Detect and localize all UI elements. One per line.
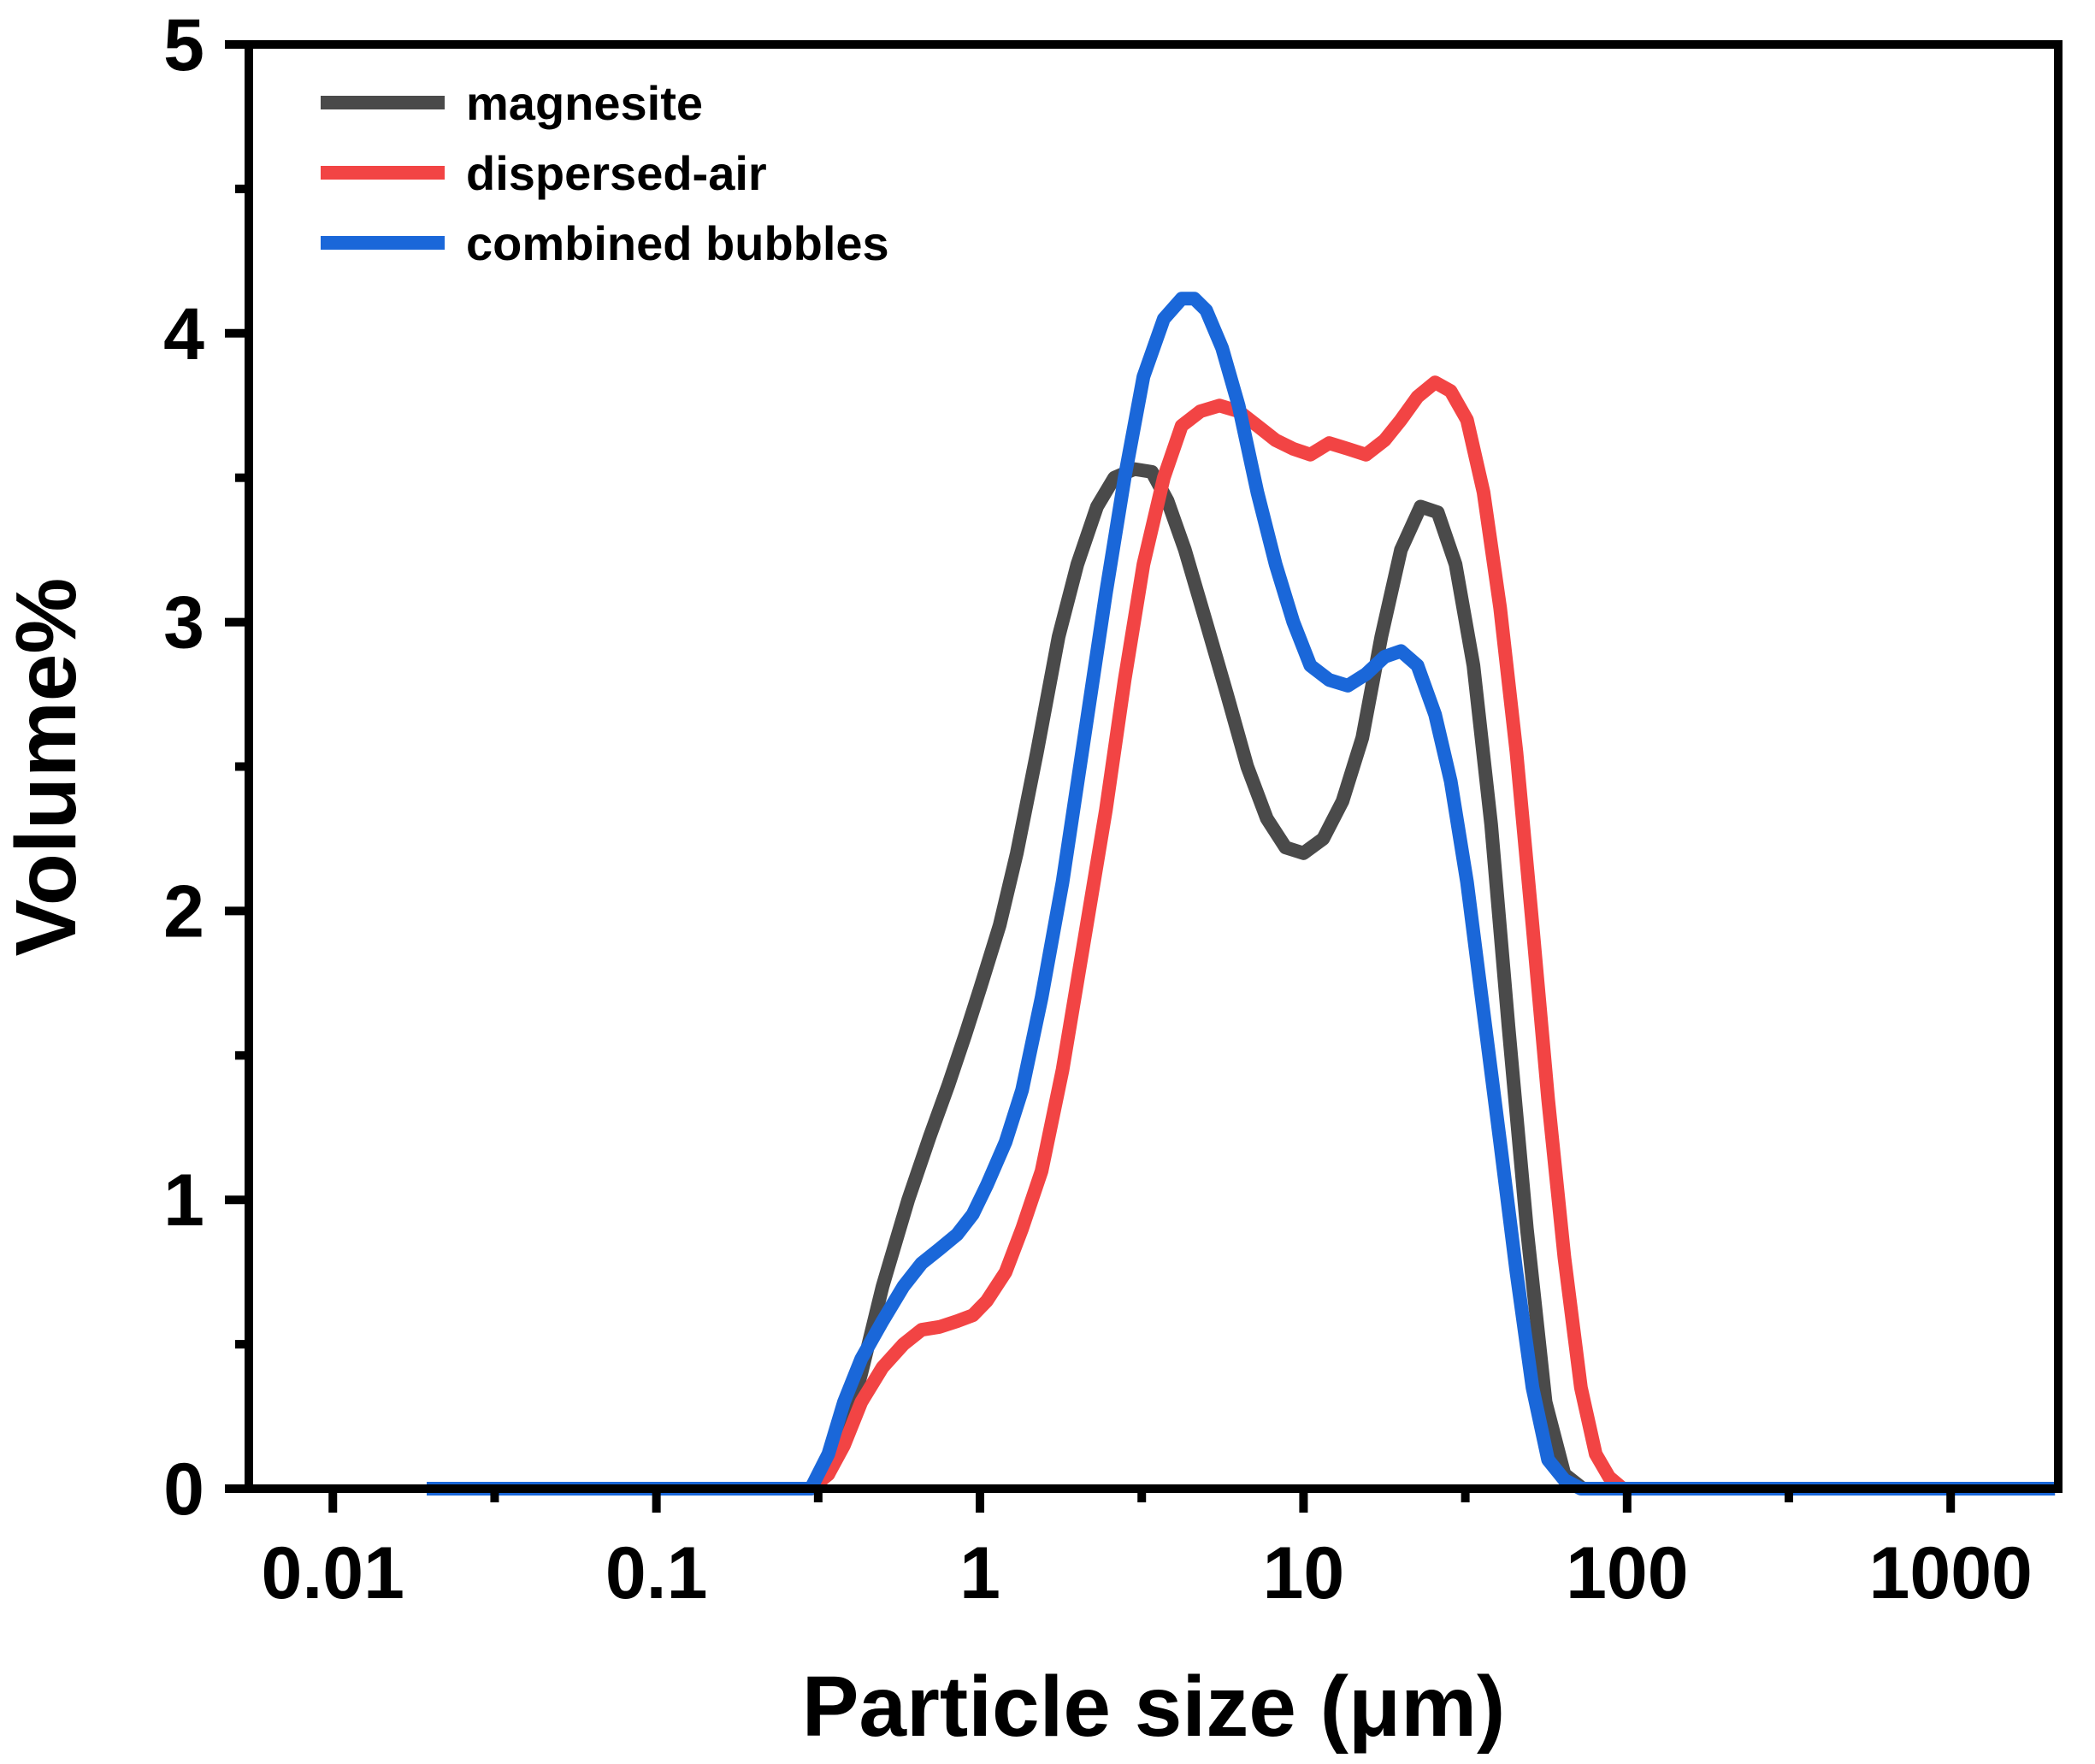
x-tick-label: 1000 <box>1869 1532 2033 1614</box>
y-axis-title: Volume% <box>0 578 94 957</box>
x-tick-label: 0.01 <box>262 1532 404 1614</box>
y-tick-label: 2 <box>163 870 204 953</box>
y-axis-ticks: 0 1 2 3 4 5 <box>163 4 249 1531</box>
x-axis-ticks: 0.01 0.1 1 10 100 1000 <box>262 1489 2033 1614</box>
legend: magnesite dispersed-air combined bubbles <box>321 76 889 270</box>
legend-label-3: combined bubbles <box>466 216 889 270</box>
x-tick-label: 1 <box>959 1532 1000 1614</box>
legend-label-1: magnesite <box>466 76 703 130</box>
y-tick-label: 3 <box>163 582 204 664</box>
series-line-1 <box>427 462 2056 1496</box>
x-tick-label: 10 <box>1263 1532 1345 1614</box>
x-tick-label: 100 <box>1566 1532 1689 1614</box>
x-tick-label: 0.1 <box>605 1532 708 1614</box>
series-line-3 <box>427 292 2056 1496</box>
legend-label-2: dispersed-air <box>466 146 767 200</box>
series-line-2 <box>427 375 2056 1496</box>
series-layer <box>427 292 2056 1496</box>
x-axis-title: Particle size (μm) <box>802 1659 1506 1755</box>
y-tick-label: 1 <box>163 1159 204 1242</box>
y-tick-label: 4 <box>163 293 204 375</box>
y-tick-label: 0 <box>163 1448 204 1531</box>
y-tick-label: 5 <box>163 4 204 86</box>
